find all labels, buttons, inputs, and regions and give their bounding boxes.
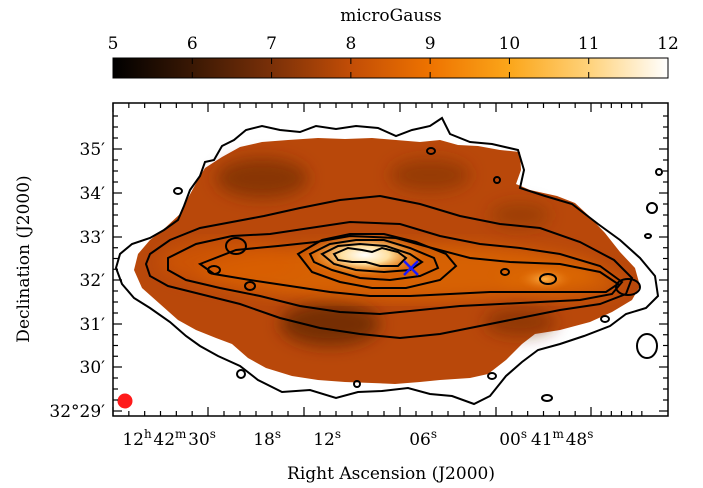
intensity-map bbox=[114, 116, 663, 406]
contour-blob-1 bbox=[173, 187, 183, 195]
contour-outer bbox=[114, 116, 660, 406]
contour-knot-6 bbox=[500, 268, 510, 276]
colorbar-ticks bbox=[112, 58, 669, 78]
x-tick-label: 12h 42m 30s bbox=[122, 427, 217, 450]
contour-8 bbox=[332, 246, 408, 267]
contour-blob-6 bbox=[644, 233, 652, 239]
contour-3 bbox=[167, 220, 624, 316]
colorbar-tick-label: 9 bbox=[425, 34, 436, 54]
beam-marker bbox=[117, 393, 133, 409]
contours bbox=[114, 116, 663, 406]
y-tick-label: 31′ bbox=[80, 315, 106, 335]
contour-blob-9 bbox=[541, 394, 553, 402]
contour-6 bbox=[308, 239, 440, 282]
y-tick-label: 30′ bbox=[80, 358, 106, 378]
y-tick-label: 32°29′ bbox=[49, 402, 105, 422]
colorbar-label: microGauss bbox=[340, 6, 442, 26]
x-tick-labels: 12h 42m 30s 18s 12s 06s 00s 41m 48s bbox=[122, 427, 595, 450]
contour-knot-4 bbox=[539, 273, 557, 285]
x-tick-label: 41m 48s bbox=[531, 427, 595, 450]
plot-area: 12h 42m 30s 18s 12s 06s 00s 41m 48s 32°2… bbox=[14, 102, 669, 484]
plot-frame bbox=[112, 102, 669, 417]
nucleus-marker bbox=[403, 260, 419, 276]
contour-knot-3 bbox=[244, 281, 256, 291]
contour-blob-3 bbox=[493, 176, 501, 184]
contour-knot-5 bbox=[615, 278, 641, 296]
colorbar-tick-label: 5 bbox=[108, 34, 119, 54]
contour-knot-2 bbox=[207, 265, 221, 275]
contour-blob-11 bbox=[236, 369, 246, 379]
colorbar-tick-label: 12 bbox=[657, 34, 679, 54]
contour-7 bbox=[320, 242, 424, 274]
contour-blob-2 bbox=[426, 147, 436, 155]
bright-knot bbox=[517, 267, 573, 291]
colorbar-tick-label: 6 bbox=[187, 34, 198, 54]
contour-blob-8 bbox=[600, 315, 610, 323]
colorbar-tick-label: 7 bbox=[266, 34, 277, 54]
y-tick-label: 34′ bbox=[80, 184, 106, 204]
x-tick-label: 18s bbox=[253, 427, 283, 450]
x-axis-label: Right Ascension (J2000) bbox=[287, 464, 495, 484]
contour-blob-7 bbox=[636, 333, 658, 359]
y-axis-label: Declination (J2000) bbox=[14, 175, 34, 342]
y-tick-label: 32′ bbox=[80, 271, 106, 291]
contour-blob-4 bbox=[646, 202, 658, 214]
y-tick-label: 33′ bbox=[80, 228, 106, 248]
colorbar-tick-label: 8 bbox=[345, 34, 356, 54]
axis-ticks bbox=[112, 103, 668, 416]
colorbar: microGauss 5 6 7 8 9 10 11 12 bbox=[108, 6, 679, 79]
colorbar-tick-labels: 5 6 7 8 9 10 11 12 bbox=[108, 34, 679, 54]
contour-blob-12 bbox=[487, 372, 497, 380]
colorbar-tick-label: 10 bbox=[499, 34, 521, 54]
y-tick-label: 35′ bbox=[80, 140, 106, 160]
x-tick-label: 12s bbox=[313, 427, 343, 450]
contour-5 bbox=[296, 233, 458, 289]
x-tick-label: 06s bbox=[409, 427, 439, 450]
x-tick-label: 00s bbox=[499, 427, 529, 450]
contour-4 bbox=[197, 234, 620, 297]
contour-blob-10 bbox=[353, 380, 361, 388]
contour-knot-1 bbox=[225, 237, 247, 255]
y-tick-labels: 32°29′ 30′ 31′ 32′ 33′ 34′ 35′ bbox=[49, 140, 105, 422]
colorbar-tick-label: 11 bbox=[578, 34, 600, 54]
contour-blob-5 bbox=[655, 168, 663, 176]
colorbar-gradient bbox=[112, 57, 669, 79]
